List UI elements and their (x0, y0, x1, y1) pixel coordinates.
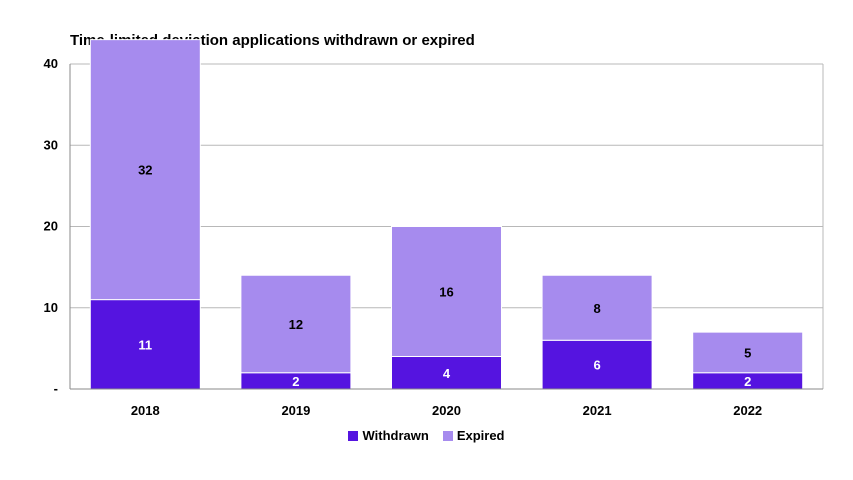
data-label: 2 (744, 374, 751, 389)
bar-expired-2020 (391, 226, 502, 357)
bar-expired-2018 (89, 39, 201, 301)
bar-expired-2022 (692, 331, 804, 374)
legend-label: Withdrawn (362, 428, 429, 443)
legend: Withdrawn Expired (0, 428, 853, 443)
data-label: 11 (138, 337, 152, 352)
x-tick-label: 2021 (583, 403, 612, 418)
y-tick-label: 20 (44, 219, 58, 234)
bar-withdrawn-2018 (89, 299, 201, 390)
legend-item-expired: Expired (442, 428, 505, 443)
x-tick-label: 2018 (131, 403, 160, 418)
legend-label: Expired (456, 428, 505, 443)
bar-withdrawn-2020 (391, 356, 502, 390)
legend-swatch (442, 430, 453, 441)
y-tick-label: - (54, 381, 58, 396)
y-tick-label: 10 (44, 300, 58, 315)
y-tick-label: 40 (44, 56, 58, 71)
data-label: 12 (289, 317, 303, 332)
bar-withdrawn-2021 (541, 339, 653, 390)
data-label: 8 (593, 301, 600, 316)
data-label: 4 (443, 366, 451, 381)
x-tick-label: 2019 (281, 403, 310, 418)
bar-expired-2019 (240, 274, 352, 374)
x-tick-label: 2020 (432, 403, 461, 418)
legend-swatch (348, 430, 359, 441)
data-label: 32 (138, 163, 152, 178)
data-label: 2 (292, 374, 299, 389)
data-label: 5 (744, 345, 751, 360)
data-label: 6 (593, 358, 600, 373)
bar-expired-2021 (541, 274, 653, 341)
data-label: 16 (439, 285, 453, 300)
y-tick-label: 30 (44, 137, 58, 152)
legend-item-withdrawn: Withdrawn (348, 428, 429, 443)
x-tick-label: 2022 (733, 403, 762, 418)
